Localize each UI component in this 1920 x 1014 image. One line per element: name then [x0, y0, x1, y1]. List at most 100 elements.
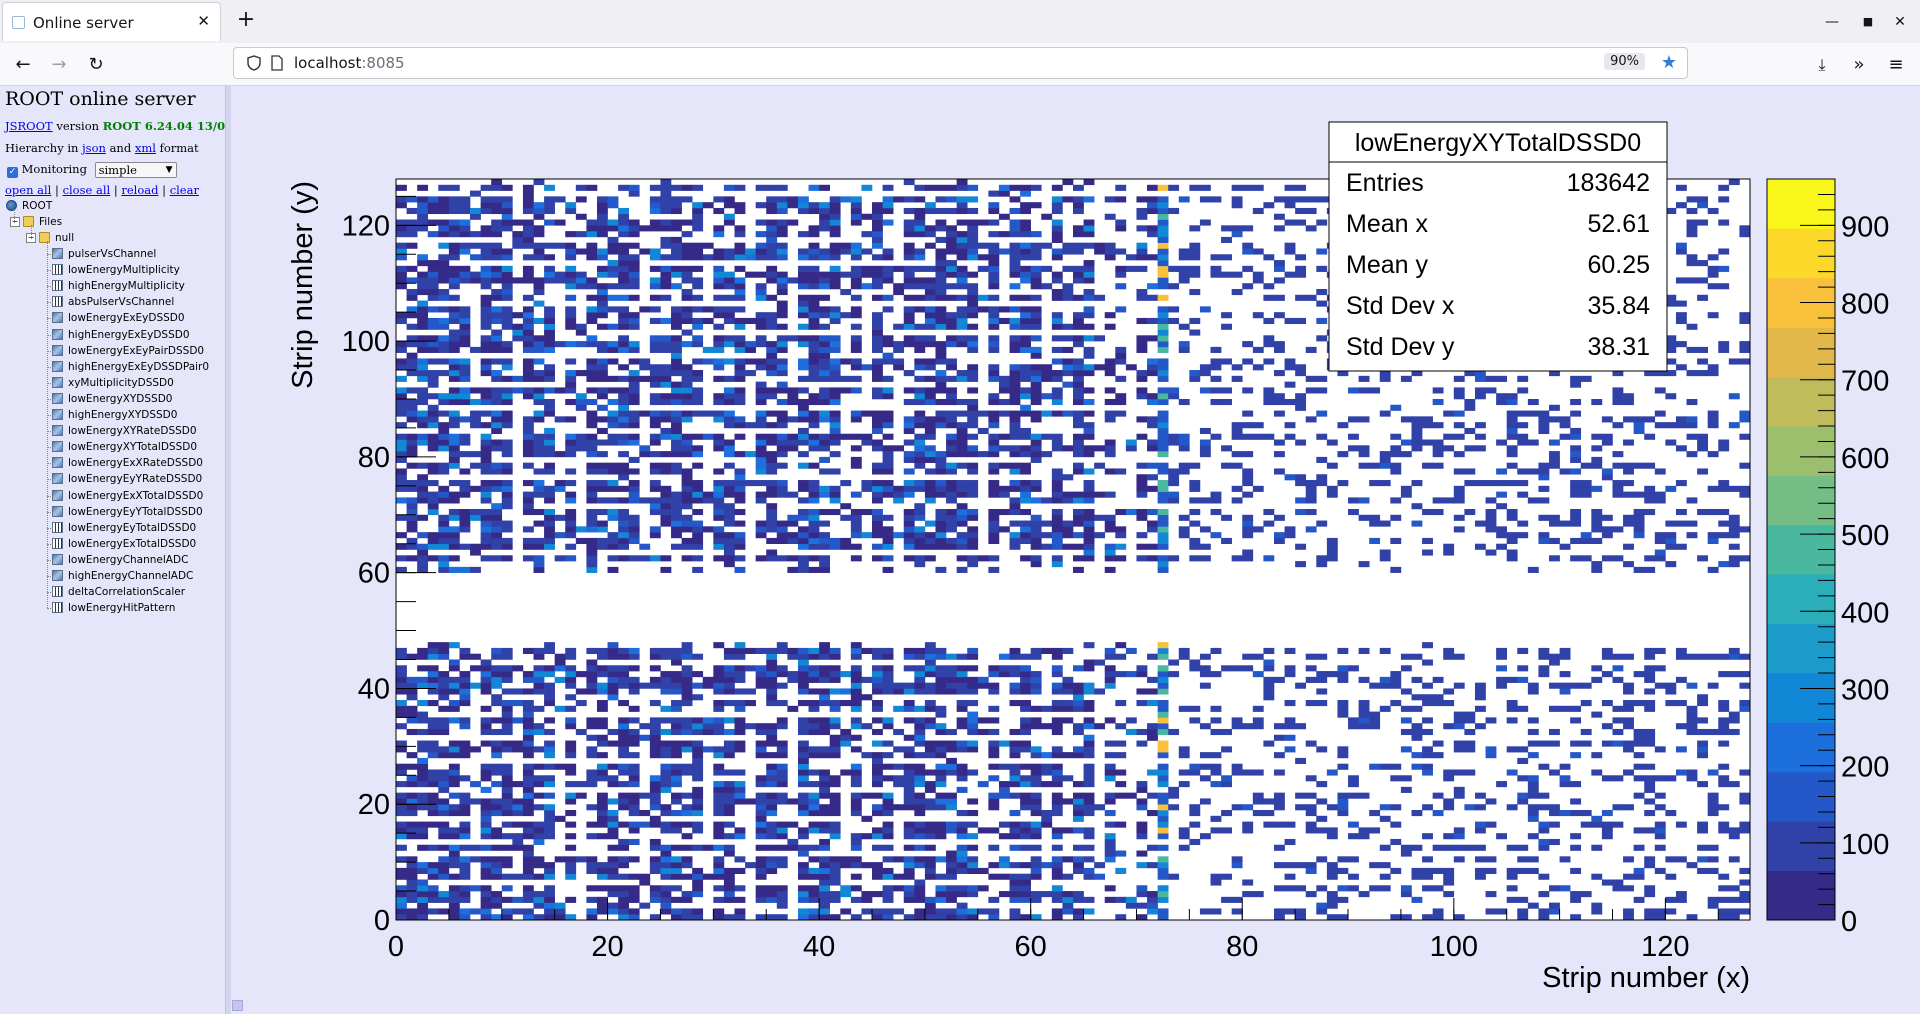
heatmap-cell	[1051, 346, 1063, 353]
panel-splitter[interactable]	[225, 86, 231, 1014]
heatmap-cell	[819, 821, 831, 828]
url-text[interactable]: localhost:8085	[294, 54, 405, 72]
heatmap-cell	[956, 682, 968, 689]
heatmap-cell	[1697, 445, 1708, 452]
heatmap-cell	[872, 804, 883, 811]
heatmap-cell	[1654, 410, 1666, 417]
heatmap-cell	[1570, 914, 1582, 921]
browser-tab[interactable]: Online server ✕	[2, 2, 221, 41]
heatmap-cell	[797, 462, 809, 469]
heatmap-cell	[1453, 485, 1465, 492]
download-icon[interactable]: ⤓	[1818, 55, 1826, 74]
monitoring-checkbox[interactable]: ✓	[7, 167, 18, 178]
heatmap-cell	[1242, 468, 1254, 475]
heatmap-cell	[417, 323, 429, 330]
clear-link[interactable]: clear	[169, 183, 199, 197]
reload-link[interactable]: reload	[121, 183, 159, 197]
window-close-icon[interactable]: ✕	[1894, 14, 1906, 30]
heatmap-cell	[1263, 676, 1275, 683]
heatmap-cell	[1030, 445, 1042, 452]
heatmap-cell	[1675, 647, 1687, 654]
heatmap-cell	[935, 398, 947, 406]
overflow-chevron-icon[interactable]: »	[1853, 54, 1865, 75]
maximize-icon[interactable]: ■	[1862, 15, 1874, 28]
heatmap-cell	[396, 665, 407, 672]
close-all-link[interactable]: close all	[62, 183, 111, 197]
heatmap-cell	[671, 821, 682, 828]
tree-collapse-icon[interactable]: −	[10, 217, 20, 227]
heatmap-cell	[797, 555, 809, 562]
minimize-icon[interactable]: —	[1825, 14, 1839, 30]
heatmap-cell	[872, 862, 883, 869]
heatmap-cell	[1157, 427, 1169, 435]
heatmap-cell	[1030, 532, 1042, 539]
heatmap-cell	[776, 862, 788, 869]
heatmap-cell	[1601, 526, 1613, 533]
heatmap-cell	[417, 410, 429, 417]
heatmap-cell	[1707, 508, 1719, 516]
heatmap-cell	[1538, 422, 1550, 429]
heatmap-cell	[1073, 341, 1084, 348]
zoom-level-badge[interactable]: 90%	[1604, 53, 1645, 70]
heatmap-cell	[1665, 700, 1677, 707]
heatmap-cell	[1020, 873, 1031, 880]
heatmap-cell	[660, 804, 672, 811]
heatmap-cell	[565, 381, 577, 388]
heatmap-cell	[406, 862, 418, 869]
monitoring-select[interactable]: simple ▼	[94, 162, 177, 178]
heatmap-cell	[438, 682, 450, 689]
heatmap-cell	[755, 422, 767, 429]
open-all-link[interactable]: open all	[5, 183, 52, 197]
forward-arrow-icon[interactable]: →	[51, 54, 67, 75]
heatmap-cell	[681, 543, 693, 550]
heatmap-cell	[470, 508, 481, 516]
heatmap-cell	[396, 821, 407, 828]
back-arrow-icon[interactable]: ←	[15, 54, 31, 75]
reload-icon[interactable]: ↻	[88, 54, 104, 75]
json-link[interactable]: json	[82, 141, 106, 155]
heatmap-cell	[1030, 746, 1042, 753]
heatmap-cell	[755, 867, 767, 874]
url-bar[interactable]: localhost:8085 90% ★	[233, 47, 1688, 79]
menu-hamburger-icon[interactable]: ≡	[1888, 54, 1904, 75]
heatmap-cell	[544, 647, 555, 654]
heatmap-cell	[1506, 393, 1518, 400]
heatmap-cell	[586, 375, 598, 382]
heatmap-cell	[1623, 520, 1634, 527]
bookmark-star-icon[interactable]: ★	[1660, 52, 1677, 73]
shield-icon[interactable]	[246, 55, 262, 71]
heatmap-cell	[1020, 451, 1031, 458]
new-tab-button[interactable]: +	[236, 7, 256, 32]
heatmap-cell	[1453, 792, 1465, 799]
page-info-icon[interactable]	[270, 55, 284, 71]
heatmap-cell	[1136, 804, 1148, 811]
heatmap-cell	[396, 514, 407, 521]
heatmap-cell	[1485, 752, 1497, 759]
heatmap-cell	[872, 370, 883, 377]
heatmap-cell	[998, 786, 1010, 793]
heatmap-cell	[797, 526, 809, 533]
heatmap-cell	[1062, 532, 1074, 539]
heatmap-cell	[1083, 810, 1095, 817]
xml-link[interactable]: xml	[134, 141, 156, 155]
jsroot-link[interactable]: JSROOT	[5, 119, 53, 133]
heatmap-cell	[491, 810, 503, 817]
heatmap-cell	[1009, 335, 1021, 342]
heatmap-cell	[935, 769, 947, 776]
tab-close-icon[interactable]: ✕	[197, 12, 210, 30]
heatmap-cell	[1485, 798, 1497, 805]
heatmap-cell	[565, 798, 577, 805]
heatmap-cell	[766, 804, 778, 811]
heatmap-cell	[586, 885, 598, 892]
heatmap-cell	[544, 821, 555, 828]
heatmap-cell	[1400, 891, 1412, 898]
heatmap-cell	[660, 485, 672, 492]
heatmap-cell	[702, 723, 714, 730]
heatmap-cell	[745, 341, 756, 348]
heatmap-cell	[639, 734, 651, 741]
heatmap-cell	[459, 433, 471, 440]
heatmap-cell	[1601, 723, 1613, 730]
heatmap-cell	[1009, 728, 1021, 736]
heatmap-cell	[1157, 746, 1169, 753]
